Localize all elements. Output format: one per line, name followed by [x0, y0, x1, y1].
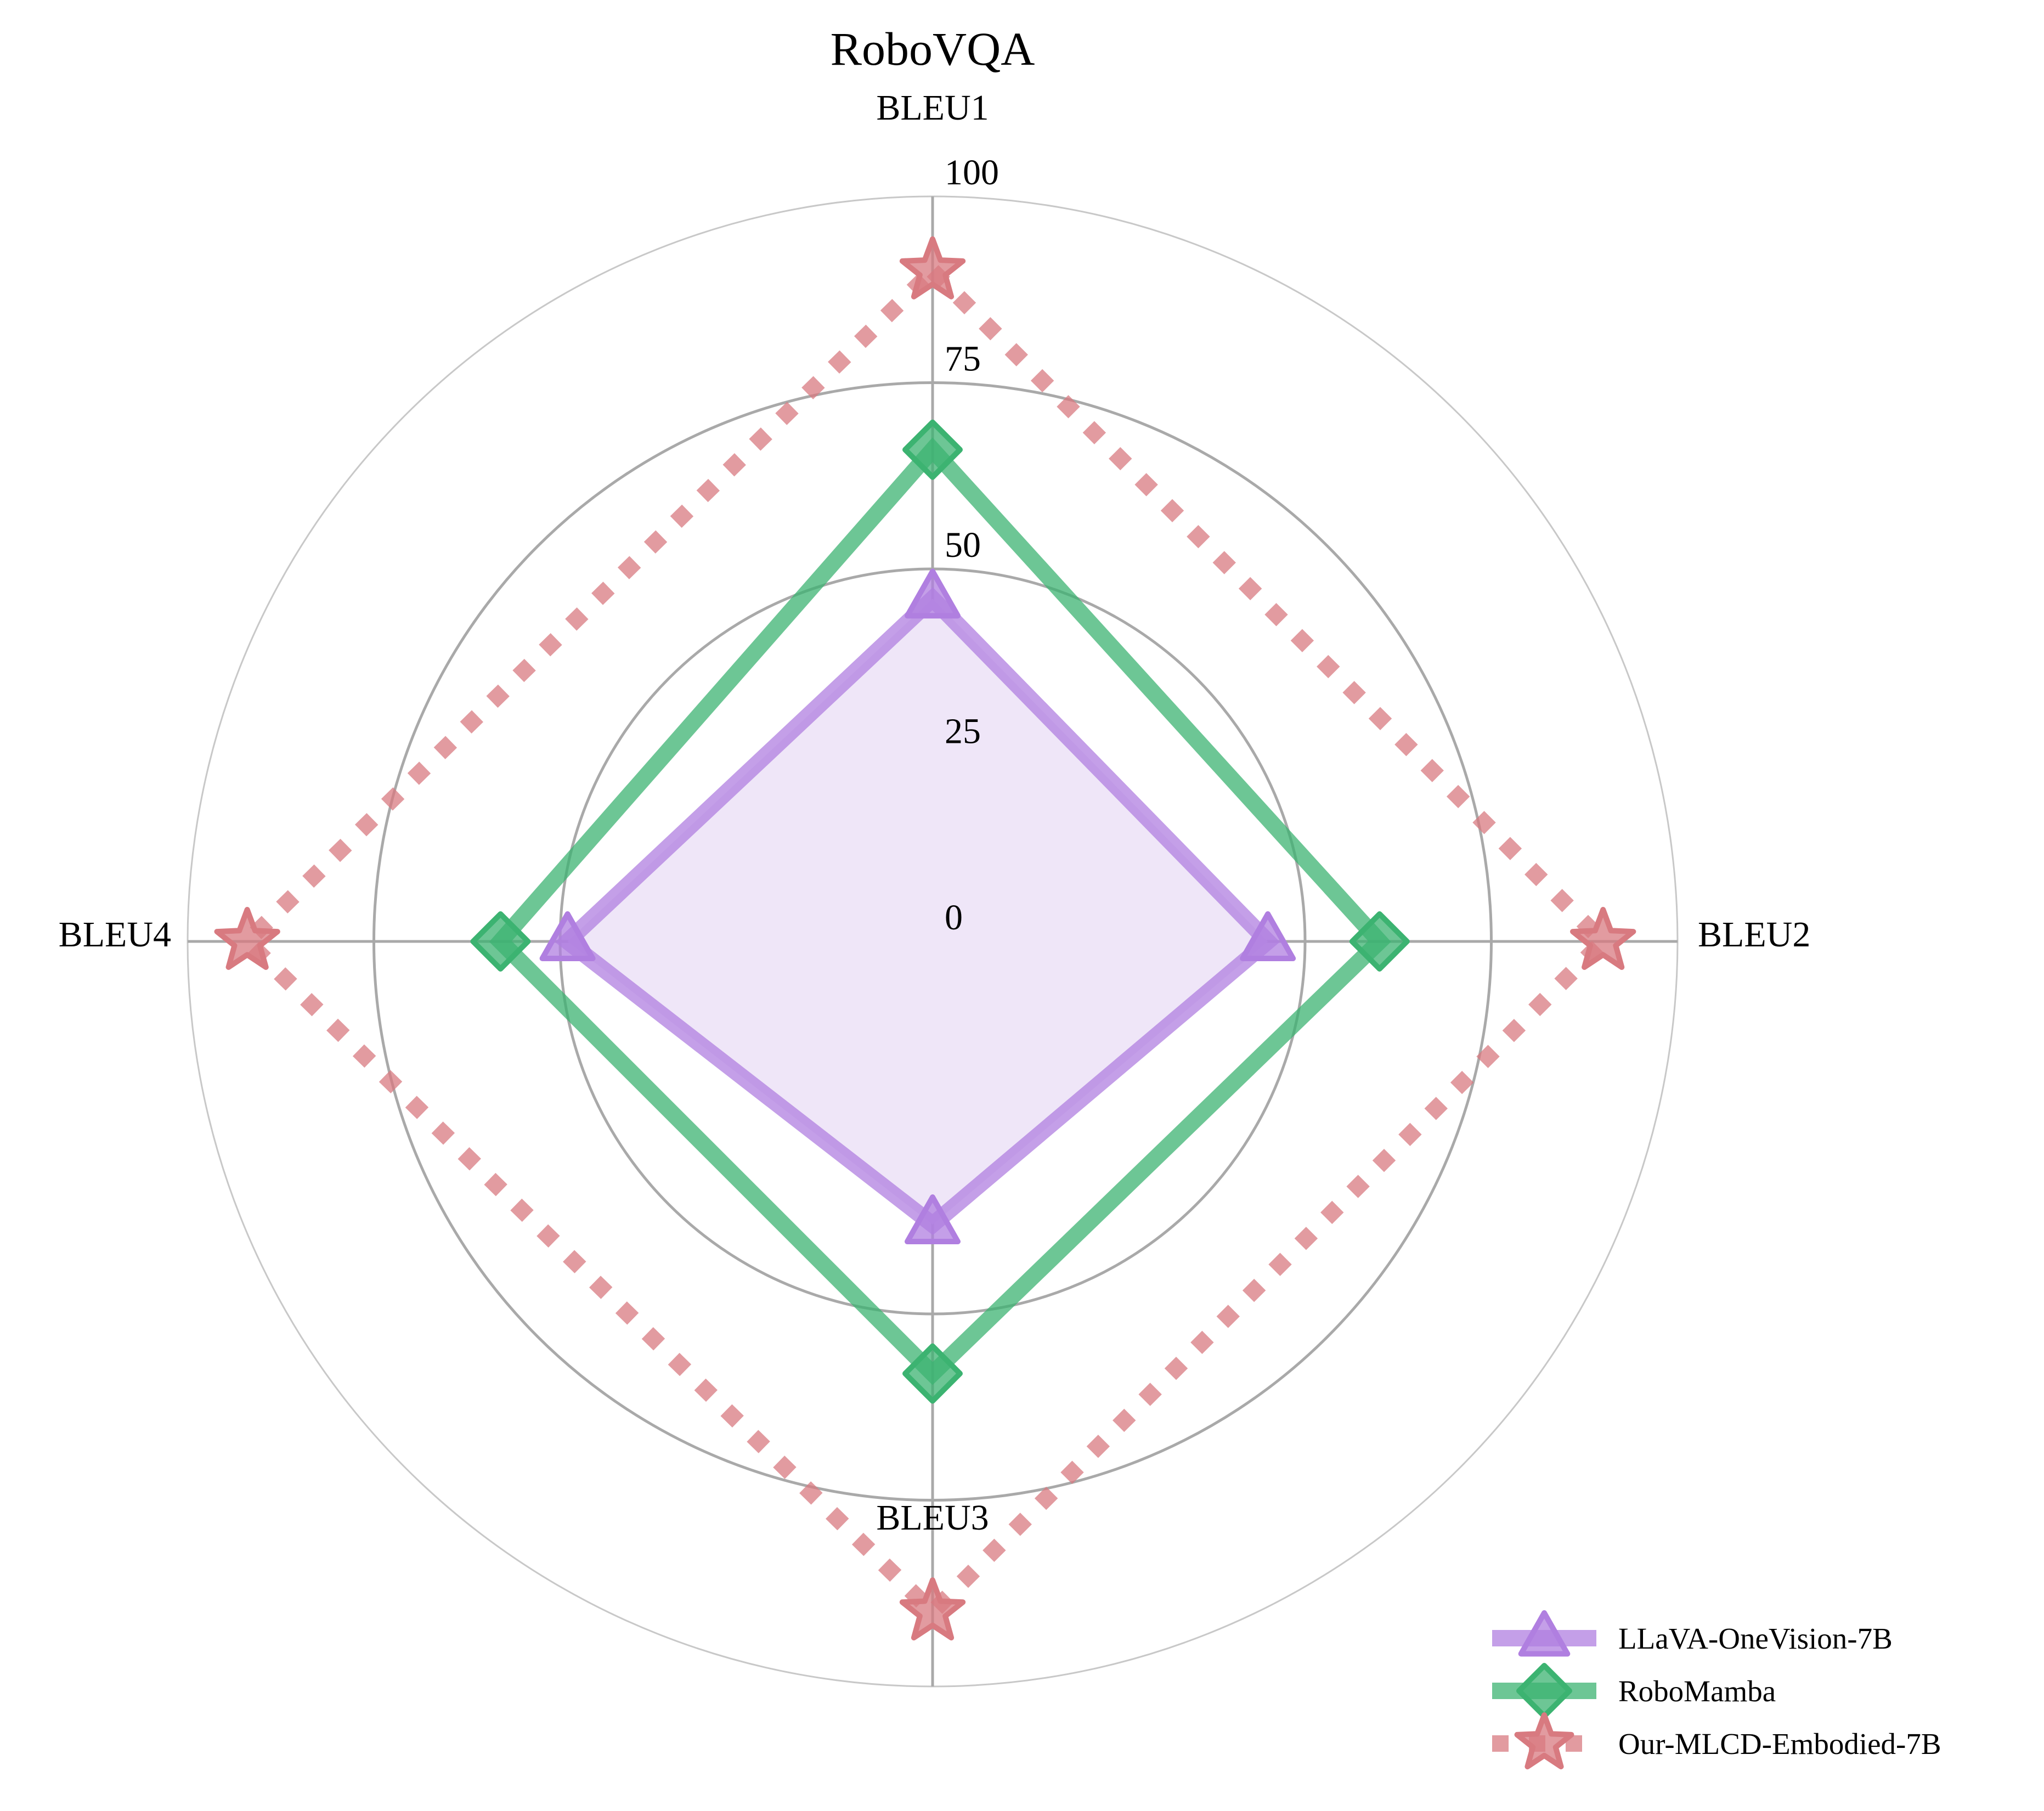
series-line [239, 262, 1612, 1621]
labels-layer: RoboVQA BLEU1 BLEU2 BLEU3 BLEU4 0 25 50 75 1… [59, 22, 1811, 1538]
radial-tick-label: 50 [945, 525, 981, 565]
radial-tick-label: 100 [945, 153, 999, 193]
legend-label: Our-MLCD-Embodied-7B [1618, 1727, 1941, 1761]
axis-label-bleu3: BLEU3 [876, 1498, 989, 1538]
data-point-bleu3 [905, 1194, 961, 1245]
radial-tick-label: 75 [945, 339, 981, 379]
data-point-bleu2 [1570, 907, 1636, 970]
radial-tick-label: 0 [945, 898, 963, 938]
legend: LLaVA-OneVision-7B RoboMamba Our-MLCD-Embo… [1492, 1610, 1941, 1770]
data-point-bleu2 [1240, 911, 1296, 961]
legend-item: RoboMamba [1492, 1663, 1776, 1719]
axis-label-bleu1: BLEU1 [876, 88, 989, 128]
data-point-bleu4 [214, 907, 280, 970]
legend-item: LLaVA-OneVision-7B [1492, 1610, 1893, 1657]
data-point-bleu3 [902, 1343, 963, 1404]
series-layer [214, 236, 1636, 1641]
data-point-bleu1 [899, 236, 966, 300]
axis-label-bleu2: BLEU2 [1698, 915, 1810, 955]
radial-tick-label: 25 [945, 712, 981, 752]
data-point-bleu4 [539, 911, 596, 961]
series-RoboMamba [470, 419, 1410, 1404]
series-LLaVA-OneVision-7B [539, 568, 1296, 1245]
data-point-bleu3 [899, 1577, 966, 1641]
data-point-bleu4 [470, 911, 531, 972]
legend-marker [1518, 1610, 1571, 1657]
data-point-bleu1 [905, 568, 961, 619]
chart-title: RoboVQA [831, 22, 1035, 75]
legend-label: LLaVA-OneVision-7B [1618, 1622, 1893, 1655]
legend-marker [1516, 1663, 1572, 1719]
legend-marker [1514, 1712, 1574, 1770]
series-Our-MLCD-Embodied-7B [214, 236, 1636, 1641]
data-point-bleu2 [1349, 911, 1410, 972]
axis-label-bleu4: BLEU4 [59, 915, 171, 955]
legend-item: Our-MLCD-Embodied-7B [1492, 1712, 1941, 1770]
data-point-bleu1 [902, 419, 963, 480]
legend-label: RoboMamba [1618, 1674, 1776, 1708]
